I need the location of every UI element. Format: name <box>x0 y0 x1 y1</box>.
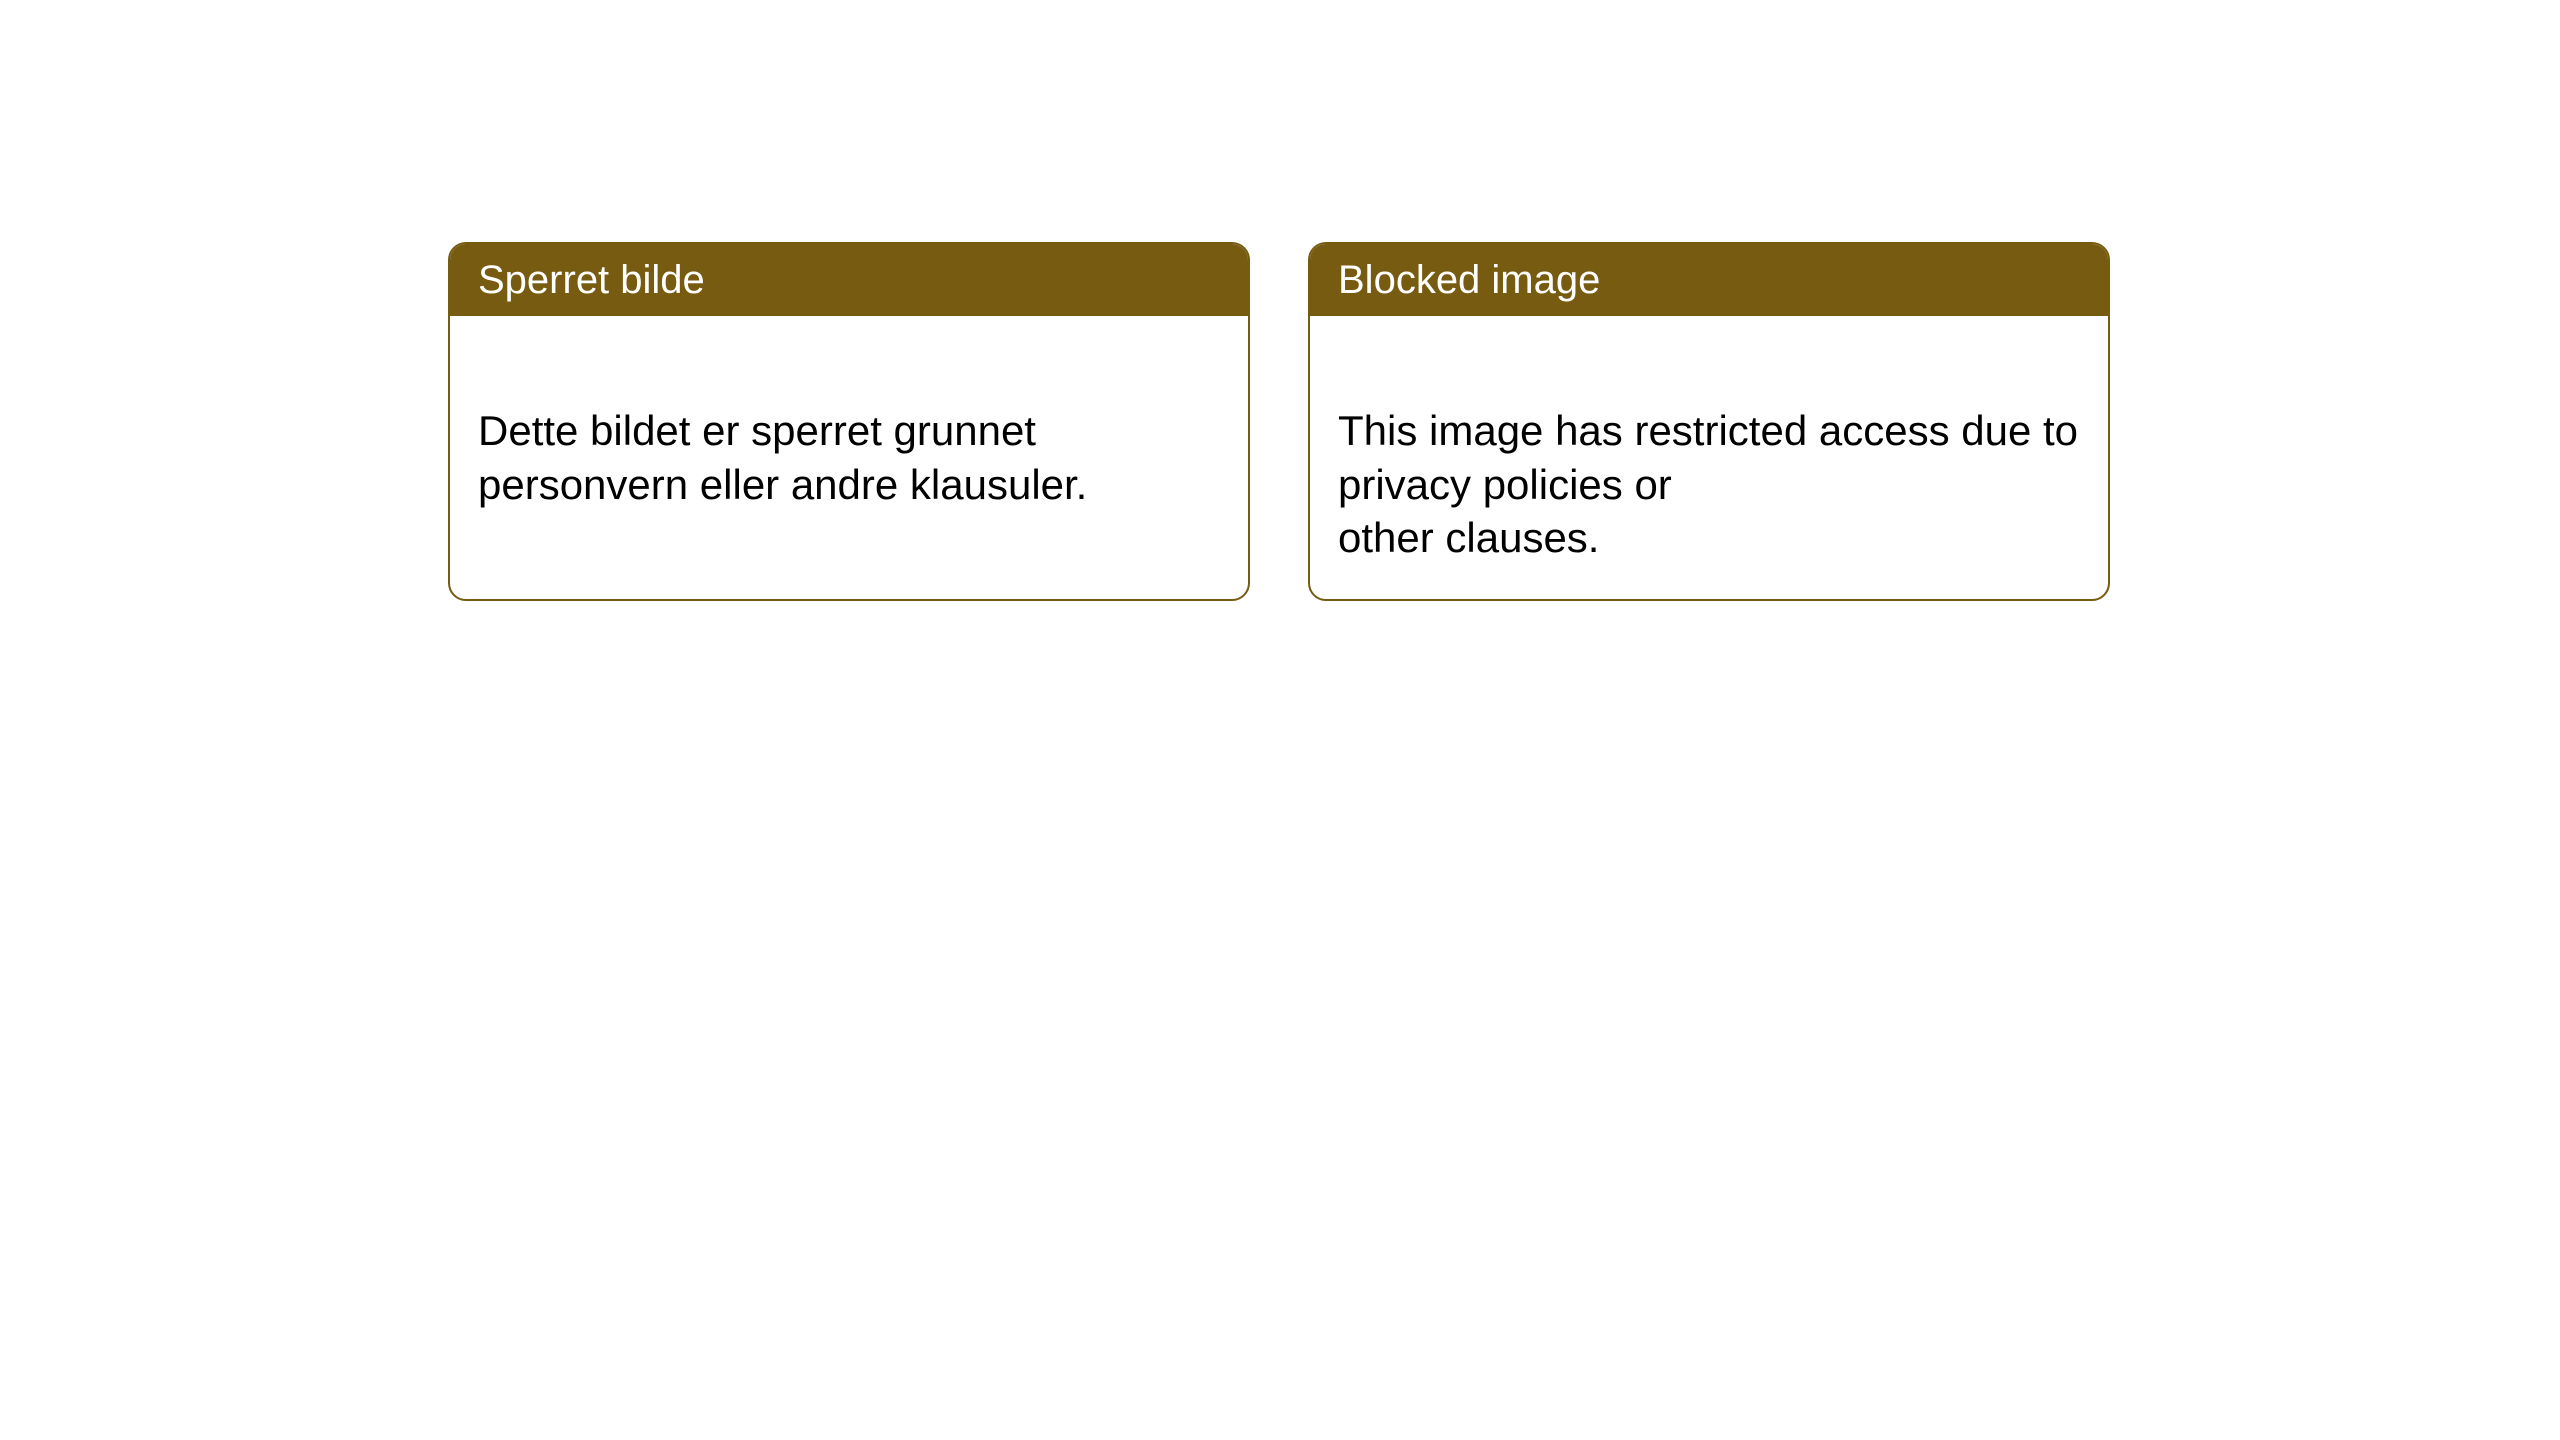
notice-title-no: Sperret bilde <box>478 258 705 302</box>
notice-text-no: Dette bildet er sperret grunnet personve… <box>478 407 1087 508</box>
notice-header-en: Blocked image <box>1310 244 2108 316</box>
notice-title-en: Blocked image <box>1338 258 1600 302</box>
notice-container: Sperret bilde Dette bildet er sperret gr… <box>448 242 2110 601</box>
notice-card-en: Blocked image This image has restricted … <box>1308 242 2110 601</box>
notice-card-no: Sperret bilde Dette bildet er sperret gr… <box>448 242 1250 601</box>
notice-body-no: Dette bildet er sperret grunnet personve… <box>450 316 1248 545</box>
notice-body-en: This image has restricted access due to … <box>1310 316 2108 599</box>
notice-header-no: Sperret bilde <box>450 244 1248 316</box>
notice-text-en: This image has restricted access due to … <box>1338 407 2078 562</box>
